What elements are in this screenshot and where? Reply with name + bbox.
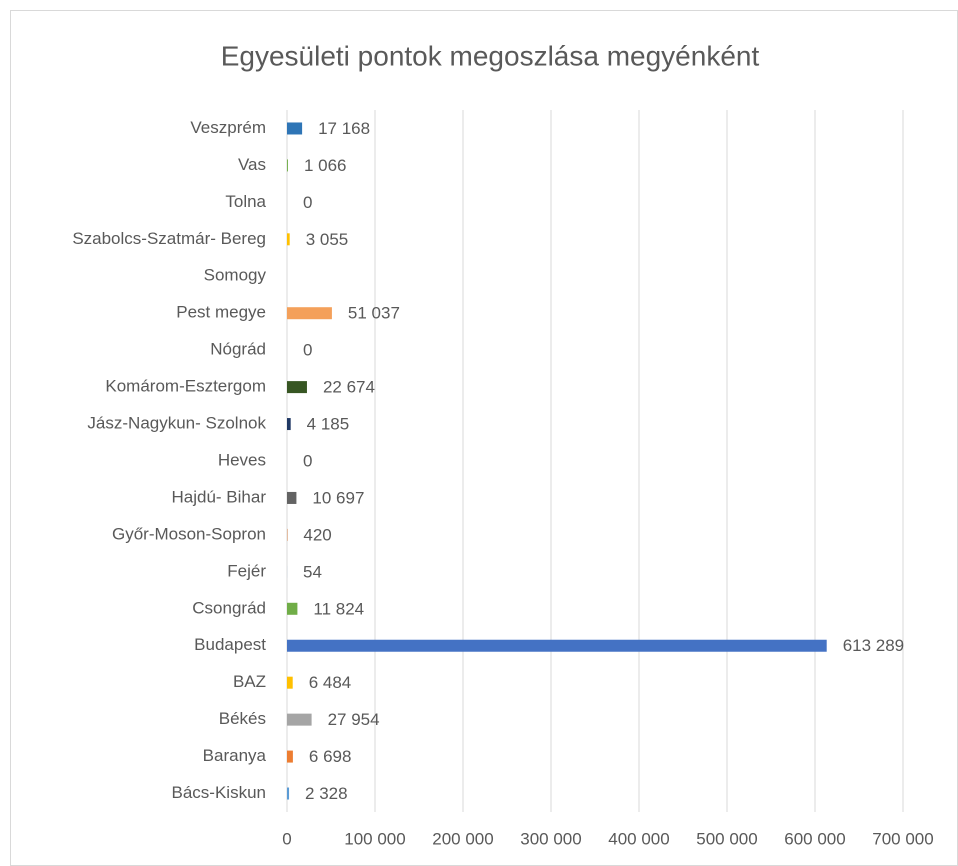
y-tick-label: Szabolcs-Szatmár- Bereg (72, 229, 266, 248)
chart-border (10, 10, 958, 866)
value-label: 22 674 (323, 378, 375, 397)
x-tick-label: 600 000 (784, 829, 845, 848)
value-label: 0 (303, 451, 312, 470)
y-tick-label: Jász-Nagykun- Szolnok (87, 414, 266, 433)
y-tick-label: Csongrád (192, 598, 266, 617)
x-tick-label: 0 (282, 829, 291, 848)
bar (287, 233, 290, 246)
bar (287, 750, 293, 763)
value-label: 6 484 (309, 673, 352, 692)
y-tick-label: Nógrád (210, 340, 266, 359)
bar (287, 418, 291, 431)
value-label: 3 055 (306, 230, 349, 249)
bar (287, 676, 293, 689)
y-tick-label: Hajdú- Bihar (172, 487, 267, 506)
y-tick-label: Vas (238, 155, 266, 174)
x-tick-label: 500 000 (696, 829, 757, 848)
y-tick-label: Pest megye (176, 303, 266, 322)
bar (287, 713, 312, 726)
x-tick-label: 200 000 (432, 829, 493, 848)
y-tick-label: Heves (218, 450, 266, 469)
bar (287, 159, 288, 172)
y-tick-label: Bács-Kiskun (172, 783, 266, 802)
bar (287, 491, 297, 504)
y-tick-label: Győr-Moson-Sopron (112, 524, 266, 543)
value-label: 4 185 (307, 415, 350, 434)
value-label: 420 (303, 525, 331, 544)
y-tick-label: Komárom-Esztergom (105, 377, 266, 396)
bar (287, 639, 827, 652)
value-label: 1 066 (304, 156, 347, 175)
value-label: 0 (303, 193, 312, 212)
y-tick-label: Békés (219, 709, 266, 728)
y-tick-label: Tolna (225, 192, 266, 211)
bar (287, 122, 303, 135)
value-label: 2 328 (305, 784, 348, 803)
value-label: 0 (303, 341, 312, 360)
x-tick-label: 700 000 (872, 829, 933, 848)
value-label: 17 168 (318, 119, 370, 138)
chart-title: Egyesületi pontok megoszlása megyénként (221, 40, 760, 71)
value-label: 27 954 (328, 710, 380, 729)
bar (287, 381, 307, 394)
y-tick-label: Veszprém (190, 118, 266, 137)
value-label: 6 698 (309, 747, 352, 766)
value-label: 10 697 (312, 488, 364, 507)
y-tick-label: Fejér (227, 561, 266, 580)
y-tick-label: Somogy (204, 266, 267, 285)
x-tick-label: 300 000 (520, 829, 581, 848)
value-label: 51 037 (348, 304, 400, 323)
value-label: 613 289 (843, 636, 904, 655)
value-label: 54 (303, 562, 322, 581)
bar (287, 307, 332, 320)
x-tick-label: 100 000 (344, 829, 405, 848)
bar (287, 602, 298, 615)
y-tick-label: BAZ (233, 672, 266, 691)
bar (287, 787, 290, 800)
y-tick-label: Budapest (194, 635, 266, 654)
x-tick-label: 400 000 (608, 829, 669, 848)
value-label: 11 824 (313, 599, 364, 618)
y-tick-label: Baranya (203, 746, 267, 765)
